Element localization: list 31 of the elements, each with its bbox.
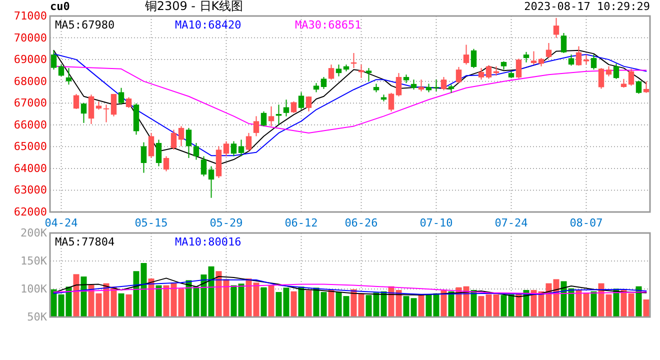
y-tick-label: 69000 (14, 53, 47, 66)
y-tick-label: 67000 (14, 96, 47, 110)
y-tick-label: 70000 (14, 31, 47, 44)
x-tick-label: 06-12 (284, 216, 318, 230)
text: 2023-08-17 10:29:29 (524, 0, 650, 13)
y-tick-label: 100K (20, 282, 48, 296)
y-tick-label: 62000 (14, 206, 47, 218)
x-tick-label: 07-10 (420, 216, 453, 230)
x-tick-label: 08-07 (570, 216, 603, 230)
y-tick-label: 66000 (14, 118, 47, 132)
x-tick-label: 05-15 (134, 216, 168, 230)
x-tick-label: 07-24 (494, 216, 528, 230)
y-tick-label: 200K (20, 226, 48, 240)
x-tick-label: 05-29 (210, 216, 243, 230)
x-tick-label: 06-26 (344, 216, 378, 230)
y-tick-label: 63000 (14, 184, 47, 197)
y-tick-label: 65000 (14, 140, 47, 154)
text: MA10:80016 (175, 236, 242, 248)
y-tick-label: 71000 (14, 10, 47, 22)
line-series (53, 284, 647, 294)
series-label: MA5:67980 (55, 18, 115, 32)
text: MA10:68420 (175, 18, 242, 32)
y-tick-label: 68000 (14, 74, 47, 88)
text: cu0 (50, 0, 70, 13)
y-tick-label: 50K (27, 310, 48, 324)
x-tick-label: 04-24 (44, 216, 78, 230)
text: MA30:68651 (295, 18, 362, 32)
y-tick-label: 64000 (14, 162, 47, 175)
y-tick-label: 150K (20, 254, 48, 268)
text: MA5:77804 (55, 236, 115, 248)
chart-title: 铜2309 - 日K线图 (144, 0, 244, 13)
